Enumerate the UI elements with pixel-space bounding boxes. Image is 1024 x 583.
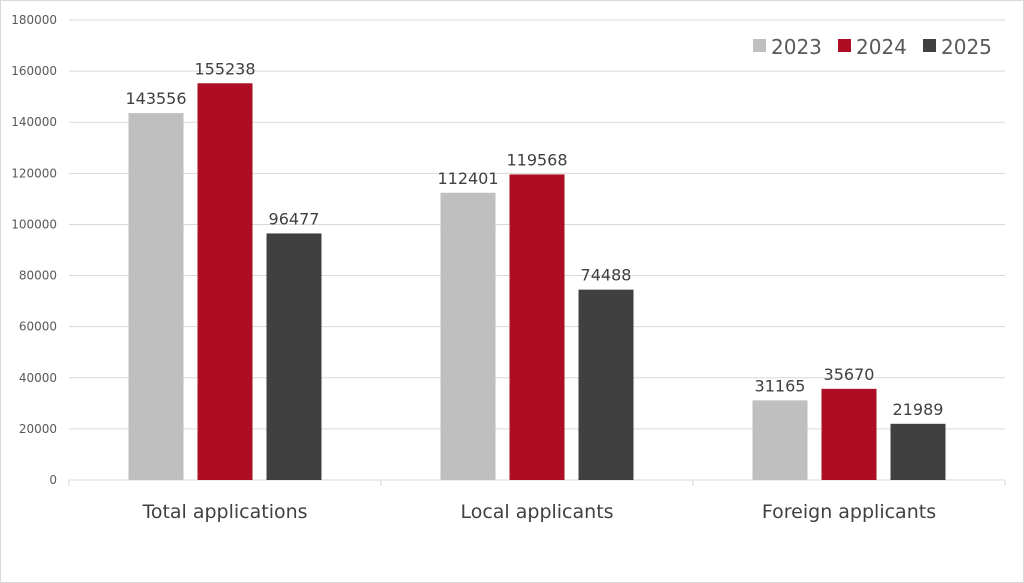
y-tick-label: 140000 xyxy=(11,115,57,129)
bar-2023 xyxy=(440,192,496,481)
legend-label: 2024 xyxy=(856,35,907,59)
bar-2025 xyxy=(578,289,634,480)
legend-label: 2025 xyxy=(941,35,992,59)
y-tick-label: 0 xyxy=(49,473,57,487)
data-label: 119568 xyxy=(506,150,567,169)
data-label: 35670 xyxy=(824,365,875,384)
y-tick-label: 120000 xyxy=(11,166,57,180)
bar-2023 xyxy=(128,113,184,480)
bar-2025 xyxy=(890,423,946,480)
y-tick-label: 80000 xyxy=(19,269,57,283)
x-category-label: Foreign applicants xyxy=(762,501,936,523)
x-category-label: Local applicants xyxy=(460,501,613,523)
x-category-label: Total applications xyxy=(141,501,307,523)
y-tick-label: 40000 xyxy=(19,371,57,385)
data-label: 31165 xyxy=(755,376,806,395)
data-label: 155238 xyxy=(194,59,255,78)
bar-2025 xyxy=(266,233,322,480)
y-tick-label: 20000 xyxy=(19,422,57,436)
data-label: 112401 xyxy=(437,169,498,188)
bar-2023 xyxy=(752,400,808,480)
legend-label: 2023 xyxy=(771,35,822,59)
legend-swatch-2024 xyxy=(838,39,851,52)
data-label: 74488 xyxy=(581,266,632,285)
legend-swatch-2023 xyxy=(753,39,766,52)
y-tick-label: 180000 xyxy=(11,13,57,27)
y-tick-label: 160000 xyxy=(11,64,57,78)
bar-2024 xyxy=(509,174,565,481)
legend-swatch-2025 xyxy=(923,39,936,52)
bar-2024 xyxy=(197,83,253,480)
data-label: 96477 xyxy=(269,209,320,228)
data-label: 21989 xyxy=(893,400,944,419)
data-label: 143556 xyxy=(125,89,186,108)
y-tick-label: 60000 xyxy=(19,320,57,334)
y-tick-label: 100000 xyxy=(11,217,57,231)
bar-2024 xyxy=(821,388,877,480)
